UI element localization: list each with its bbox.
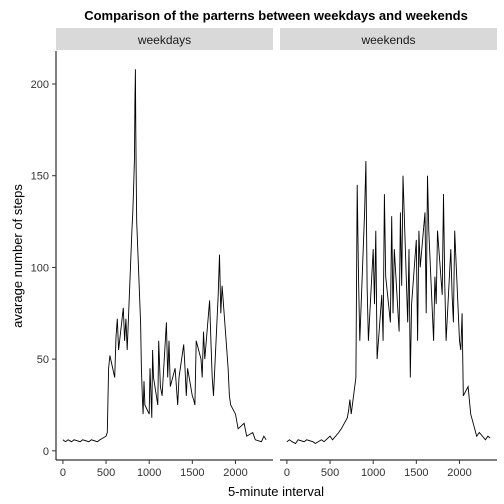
y-tick-label: 0	[43, 446, 49, 458]
x-axis-weekends: 0 500 1000 1500 2000	[280, 459, 497, 479]
strip-label-weekends: weekends	[360, 33, 415, 47]
x-tick-label: 1000	[137, 467, 161, 479]
y-tick-label: 200	[31, 79, 49, 91]
x-tick-label: 2000	[223, 467, 247, 479]
x-axis-weekdays: 0 500 1000 1500 2000	[56, 459, 273, 479]
series-line-weekends	[286, 160, 491, 445]
chart-title: Comparison of the parterns between weekd…	[84, 8, 468, 23]
y-axis: 0 50 100 150 200	[31, 51, 57, 460]
strip-weekends	[280, 28, 497, 50]
x-tick-label: 500	[321, 467, 339, 479]
series-line-weekdays	[62, 69, 267, 443]
y-tick-label: 150	[31, 171, 49, 183]
y-axis-title: avarage number of steps	[10, 184, 25, 328]
facet-weekdays: weekdays 0 500 1000 1500 2000	[56, 28, 273, 479]
x-tick-label: 1000	[361, 467, 385, 479]
strip-weekdays	[56, 28, 273, 50]
strip-label-weekdays: weekdays	[137, 33, 191, 47]
x-tick-label: 500	[97, 467, 115, 479]
x-tick-label: 2000	[447, 467, 471, 479]
x-axis-title: 5-minute interval	[228, 484, 324, 499]
facet-weekends: weekends 0 500 1000 1500 2000	[280, 28, 497, 479]
x-tick-label: 1500	[180, 467, 204, 479]
x-tick-label: 0	[284, 467, 290, 479]
x-tick-label: 1500	[404, 467, 428, 479]
x-tick-label: 0	[60, 467, 66, 479]
y-tick-label: 100	[31, 262, 49, 274]
y-tick-label: 50	[37, 354, 49, 366]
